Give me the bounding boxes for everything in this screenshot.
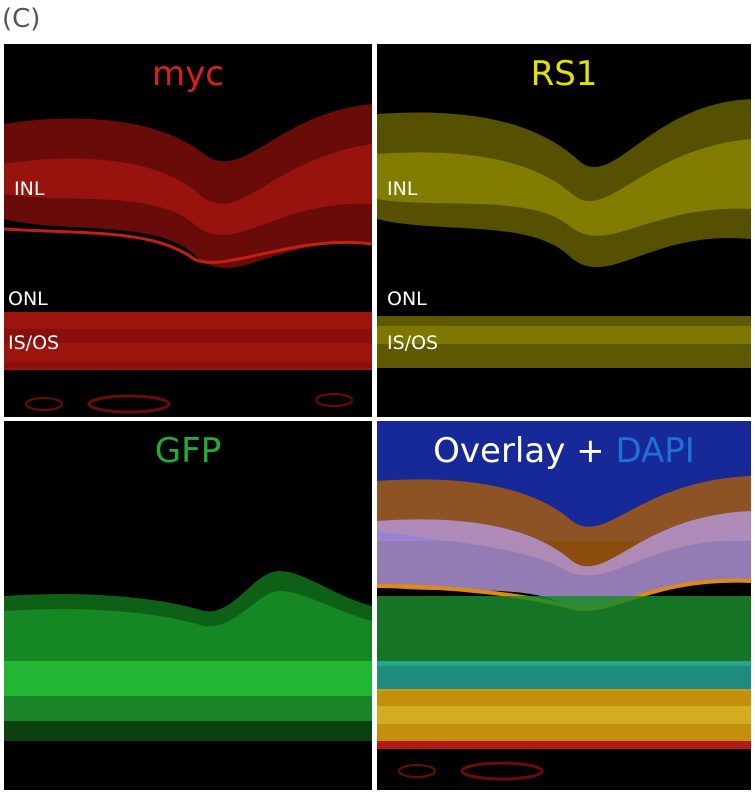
figure-label: (C) [2, 4, 41, 34]
myc-micrograph [4, 104, 372, 414]
panel-title-gfp: GFP [154, 431, 222, 471]
panel-gfp: GFP [4, 421, 372, 790]
overlay-title-main: Overlay + [433, 431, 616, 471]
layer-label-onl: ONL [8, 288, 48, 310]
layer-label-inl: INL [14, 178, 45, 200]
panel-title-rs1: RS1 [530, 54, 598, 94]
overlay-micrograph [377, 421, 751, 781]
panel-overlay: Overlay + DAPI [377, 421, 751, 790]
panel-title-overlay: Overlay + DAPI [377, 431, 751, 471]
panel-myc: myc INL ONL IS/OS [4, 44, 372, 417]
layer-label-inl: INL [387, 178, 418, 200]
layer-label-onl: ONL [387, 288, 427, 310]
overlay-title-dapi: DAPI [615, 431, 695, 471]
panel-rs1: RS1 INL ONL IS/OS [377, 44, 751, 417]
layer-label-isos: IS/OS [8, 332, 60, 354]
gfp-micrograph [4, 571, 372, 741]
layer-label-isos: IS/OS [387, 332, 439, 354]
panel-title-myc: myc [152, 54, 224, 94]
rs1-micrograph [377, 99, 751, 368]
